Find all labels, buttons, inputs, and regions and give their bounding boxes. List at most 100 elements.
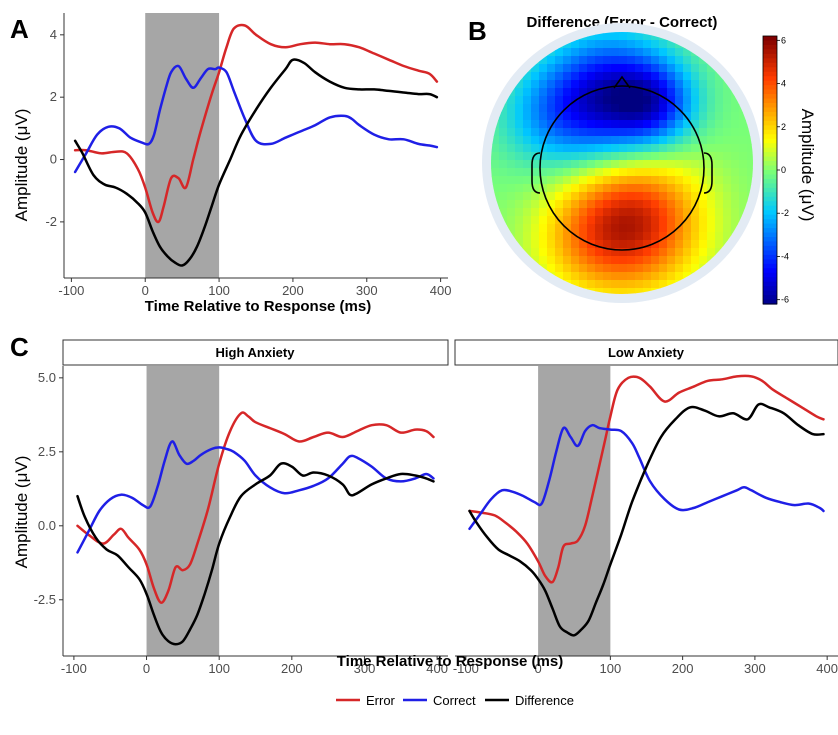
topo-cell — [579, 184, 588, 193]
topo-cell — [515, 96, 524, 105]
topo-cell — [491, 128, 500, 137]
topo-cell — [643, 72, 652, 81]
topo-cell — [707, 224, 716, 233]
topo-cell — [627, 104, 636, 113]
topo-cell — [691, 192, 700, 201]
topo-cell — [683, 184, 692, 193]
topo-cell — [547, 168, 556, 177]
topo-cell — [715, 200, 724, 209]
topo-cell — [611, 272, 620, 281]
topo-cell — [603, 80, 612, 89]
topo-cell — [579, 264, 588, 273]
topo-cell — [739, 176, 748, 185]
topo-cell — [635, 232, 644, 241]
topo-cell — [707, 144, 716, 153]
topo-cell — [627, 248, 636, 257]
topo-cell — [571, 280, 580, 289]
colorbar-segment — [763, 147, 777, 153]
topo-cell — [563, 64, 572, 73]
topo-cell — [723, 184, 732, 193]
topo-cell — [491, 152, 500, 161]
topo-cell — [611, 120, 620, 129]
topo-cell — [547, 256, 556, 265]
topo-cell — [667, 56, 676, 65]
topo-cell — [619, 112, 628, 121]
topo-cell — [571, 136, 580, 145]
topo-cell — [747, 168, 753, 177]
topo-cell — [627, 72, 636, 81]
topo-cell — [547, 224, 556, 233]
topo-cell — [683, 136, 692, 145]
topo-cell — [683, 240, 692, 249]
topo-cell — [619, 160, 628, 169]
topo-cell — [683, 232, 692, 241]
panel-label-c: C — [10, 332, 29, 362]
topo-cell — [635, 224, 644, 233]
topo-cell — [587, 80, 596, 89]
topo-cell — [595, 160, 604, 169]
topo-cell — [667, 256, 676, 265]
topo-cell — [531, 248, 540, 257]
topo-cell — [611, 264, 620, 273]
x-tick-label: 200 — [672, 661, 694, 676]
colorbar-segment — [763, 49, 777, 55]
topo-cell — [547, 192, 556, 201]
topo-cell — [691, 240, 700, 249]
topo-cell — [603, 144, 612, 153]
topo-cell — [595, 96, 604, 105]
topo-cell — [611, 248, 620, 257]
topo-cell — [667, 64, 676, 73]
topo-cell — [507, 184, 516, 193]
topo-cell — [643, 64, 652, 73]
topo-cell — [515, 176, 524, 185]
topo-cell — [635, 88, 644, 97]
topo-cell — [587, 72, 596, 81]
topo-cell — [627, 208, 636, 217]
topo-cell — [627, 32, 636, 41]
topo-cell — [507, 208, 516, 217]
topo-cell — [691, 184, 700, 193]
y-tick-label: 4 — [50, 27, 57, 42]
topo-cell — [507, 152, 516, 161]
series-line-correct — [468, 423, 825, 531]
topo-cell — [563, 56, 572, 65]
topo-cell — [635, 264, 644, 273]
topo-cell — [515, 128, 524, 137]
topo-cell — [603, 96, 612, 105]
topo-cell — [555, 208, 564, 217]
topo-cell — [547, 240, 556, 249]
topo-cell — [715, 104, 724, 113]
topo-cell — [635, 120, 644, 129]
topo-cell — [723, 104, 732, 113]
panel-c-y-axis-title: Amplitude (μV) — [12, 456, 31, 569]
topo-cell — [507, 136, 516, 145]
topo-cell — [627, 160, 636, 169]
topo-cell — [555, 48, 564, 57]
topo-cell — [547, 216, 556, 225]
topo-cell — [627, 224, 636, 233]
topo-cell — [691, 120, 700, 129]
topo-cell — [651, 224, 660, 233]
topo-cell — [715, 192, 724, 201]
topo-cell — [659, 200, 668, 209]
topo-cell — [699, 248, 708, 257]
topo-cell — [579, 280, 588, 289]
topo-cell — [707, 96, 716, 105]
colorbar-segment — [763, 62, 777, 68]
topo-cell — [587, 248, 596, 257]
topo-cell — [691, 144, 700, 153]
topo-cell — [547, 80, 556, 89]
topo-cell — [651, 96, 660, 105]
topo-cell — [539, 96, 548, 105]
topo-cell — [683, 248, 692, 257]
topo-cell — [731, 168, 740, 177]
colorbar-tick-label: 4 — [781, 79, 786, 89]
colorbar-segment — [763, 290, 777, 296]
topo-cell — [715, 208, 724, 217]
colorbar-segment — [763, 76, 777, 82]
topo-cell — [499, 192, 508, 201]
colorbar-segment — [763, 223, 777, 229]
topo-cell — [643, 152, 652, 161]
topo-cell — [619, 208, 628, 217]
colorbar-segment — [763, 94, 777, 100]
